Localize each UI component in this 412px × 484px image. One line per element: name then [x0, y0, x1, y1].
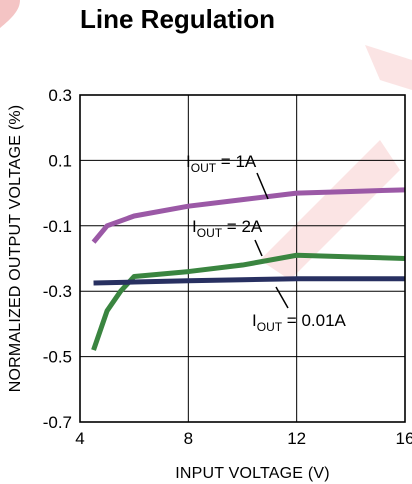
y-tick-label: -0.1	[43, 217, 72, 236]
x-axis-label: INPUT VOLTAGE (V)	[175, 465, 330, 482]
y-tick-labels: 0.3 0.1 -0.1 -0.3 -0.5 -0.7	[43, 86, 72, 432]
plot-frame	[79, 94, 406, 423]
watermark	[0, 0, 412, 280]
chart-title: Line Regulation	[80, 4, 275, 34]
y-axis-label: NORMALIZED OUTPUT VOLTAGE (%)	[7, 105, 24, 393]
annotation-leader-line	[256, 172, 269, 200]
series-line-3	[93, 276, 405, 286]
x-tick-labels: 4 8 12 16	[75, 429, 412, 448]
y-tick-label: -0.5	[43, 348, 72, 367]
series-layer	[91, 187, 406, 351]
x-tick-label: 16	[396, 429, 412, 448]
series-label: IOUT = 1A	[186, 152, 257, 175]
series-line-1	[91, 187, 406, 244]
y-tick-label: -0.7	[43, 413, 72, 432]
y-tick-label: 0.3	[48, 86, 72, 105]
y-tick-label: 0.1	[48, 151, 72, 170]
x-tick-label: 12	[287, 429, 306, 448]
series-line-2	[91, 252, 406, 351]
y-tick-label: -0.3	[43, 282, 72, 301]
annotation-leader-line	[254, 239, 263, 257]
annotation-leader-line	[275, 286, 289, 309]
x-tick-label: 4	[75, 429, 84, 448]
series-label: IOUT = 0.01A	[252, 311, 347, 334]
series-annotations: IOUT = 1A IOUT = 2A IOUT = 0.01A	[186, 152, 347, 334]
x-tick-label: 8	[184, 429, 193, 448]
series-label: IOUT = 2A	[192, 217, 263, 240]
